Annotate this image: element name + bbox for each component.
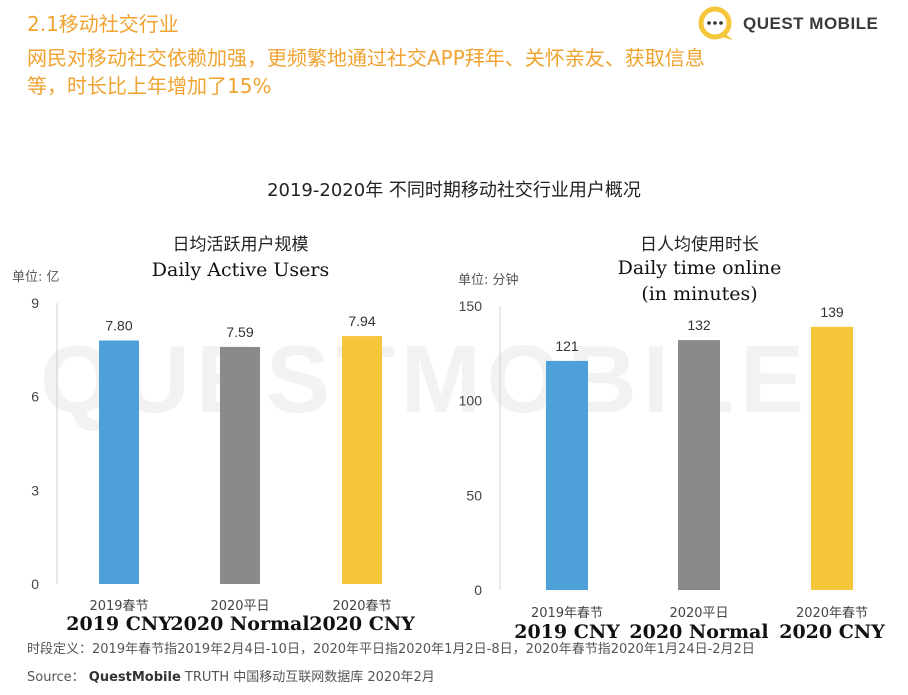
- chart-1-title: 日人均使用时长: [640, 234, 759, 255]
- chart-0-bar-0: [99, 340, 139, 584]
- logo: QUEST MOBILE: [697, 6, 878, 42]
- chart-1-y-tick-1: 50: [466, 487, 482, 503]
- chart-0-value-label-1: 7.59: [226, 324, 253, 340]
- footnote: 时段定义：2019年春节指2019年2月4日-10日，2020年平日指2020年…: [27, 642, 755, 657]
- source-label: Source：: [27, 670, 85, 685]
- chart-1-value-label-2: 139: [820, 304, 844, 320]
- chart-0-y-tick-3: 9: [31, 295, 39, 311]
- chart-1-value-label-1: 132: [687, 317, 711, 333]
- chart-0-y-tick-2: 6: [31, 389, 39, 405]
- chart-0-unit-label: 单位: 亿: [12, 270, 60, 285]
- chart-0-category-en-label-0: 2019 CNY: [66, 613, 172, 635]
- chart-1-category-label-0: 2019年春节: [531, 606, 603, 621]
- source-brand: QuestMobile: [88, 670, 181, 685]
- chart-1-y-tick-2: 100: [459, 393, 483, 409]
- chart-1-category-label-2: 2020年春节: [796, 606, 868, 621]
- chart-1-category-label-1: 2020平日: [669, 606, 728, 621]
- watermark: QUESTMOBILE: [40, 326, 811, 433]
- chart-0-title: 日均活跃用户规模: [173, 235, 309, 255]
- chart-1-y-tick-0: 0: [474, 582, 482, 598]
- chart-0-category-label-0: 2019春节: [89, 599, 148, 614]
- chart-0-value-label-2: 7.94: [348, 313, 375, 329]
- chart-0-value-label-0: 7.80: [105, 317, 132, 333]
- chart-0-subtitle: Daily Active Users: [152, 259, 329, 281]
- chart-0-y-tick-0: 0: [31, 576, 39, 592]
- chart-1-unit-label: 单位: 分钟: [458, 272, 519, 288]
- chart-0-bar-1: [220, 347, 260, 584]
- main-chart-title: 2019-2020年 不同时期移动社交行业用户概况: [267, 180, 641, 201]
- chart-1-value-label-0: 121: [555, 338, 579, 354]
- chart-1-subtitle-2: (in minutes): [641, 283, 757, 305]
- chart-1-bar-0: [546, 360, 588, 590]
- chart-1-category-en-label-2: 2020 CNY: [779, 621, 885, 643]
- source-line: Source： QuestMobile TRUTH 中国移动互联网数据库 202…: [27, 666, 435, 685]
- chart-1-bar-1: [678, 340, 720, 590]
- chart-1-category-en-label-1: 2020 Normal: [629, 621, 768, 643]
- chart-0-category-en-label-1: 2020 Normal: [170, 613, 309, 635]
- headline: 网民对移动社交依赖加强，更频繁地通过社交APP拜年、关怀亲友、获取信息等，时长比…: [27, 46, 705, 98]
- logo-text: QUEST MOBILE: [743, 14, 879, 33]
- chart-1-subtitle: Daily time online: [618, 257, 782, 279]
- chart-0-y-tick-1: 3: [31, 482, 39, 498]
- quest-mobile-logo-icon: [698, 6, 733, 40]
- chart-1-bar-2: [811, 326, 853, 590]
- chart-0-category-label-2: 2020春节: [332, 599, 391, 614]
- chart-0-category-en-label-2: 2020 CNY: [309, 613, 415, 635]
- source-text: TRUTH 中国移动互联网数据库 2020年2月: [184, 670, 435, 685]
- chart-0-category-label-1: 2020平日: [210, 599, 269, 614]
- section-label: 2.1移动社交行业: [27, 12, 179, 36]
- chart-1-y-tick-3: 150: [459, 298, 483, 314]
- chart-0-bar-2: [342, 336, 382, 584]
- chart-1-category-en-label-0: 2019 CNY: [514, 621, 620, 643]
